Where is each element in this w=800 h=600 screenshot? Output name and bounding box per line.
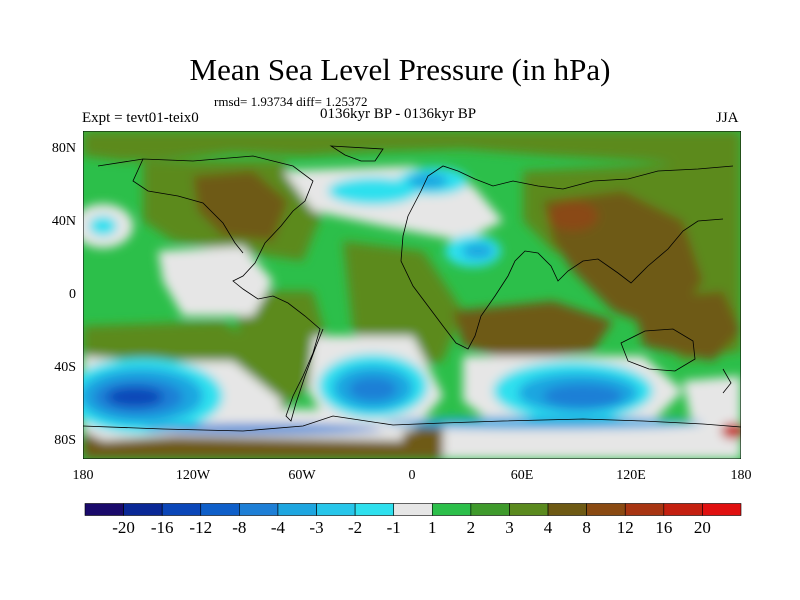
lat-label-40s: 40S (54, 360, 76, 375)
lon-label-120e: 120E (616, 468, 646, 483)
eurasia-africa-south-coast (400, 215, 724, 350)
colorbar-label: 12 (616, 518, 634, 537)
colorbar-swatch (393, 503, 433, 516)
lon-label-180-left: 180 (72, 468, 94, 483)
lon-label-0: 0 (408, 468, 416, 483)
lon-label-60w: 60W (288, 468, 316, 483)
colorbar-swatch (663, 503, 703, 516)
stats-label: rmsd= 1.93734 diff= 1.25372 (214, 94, 368, 109)
lon-label-180-right: 180 (730, 468, 752, 483)
colorbar-label: 16 (655, 518, 673, 537)
colorbar-swatch (239, 503, 279, 516)
tasman-white (683, 376, 741, 431)
east-pacific-white (158, 246, 273, 316)
americas-coast (97, 155, 324, 422)
colorbar-swatch (624, 503, 665, 516)
colorbar-label: -12 (189, 518, 213, 537)
colorbar-swatch (316, 503, 356, 516)
colorbar-label: -4 (270, 518, 286, 537)
colorbar-swatch (354, 503, 395, 516)
antarctic-coast-low (383, 417, 703, 429)
colorbar-label: 8 (582, 518, 591, 537)
australia-coast (620, 328, 696, 372)
new-zealand-coast (722, 368, 732, 394)
colorbar-label: -1 (386, 518, 401, 537)
colorbar-label: 2 (466, 518, 476, 537)
colorbar-label: 1 (428, 518, 437, 537)
north-atlantic-low-outer (328, 177, 418, 205)
colorbar-label: -8 (232, 518, 247, 537)
anomaly-field (83, 131, 741, 459)
indian-ocean-brown (453, 301, 613, 361)
lon-label-60e: 60E (510, 468, 534, 483)
colorbar-swatch (431, 503, 472, 516)
colorbar-swatch (702, 503, 742, 516)
lon-label-120w: 120W (175, 468, 211, 483)
colorbar-swatch (123, 503, 163, 516)
southern-indian-low-core (543, 384, 623, 408)
colorbar-label: 4 (543, 518, 553, 537)
colorbar-label: -20 (112, 518, 135, 537)
experiment-label: Expt = tevt01-teix0 (82, 110, 199, 126)
colorbar-swatch (470, 503, 510, 516)
west-pacific-low (89, 216, 117, 236)
antarctic-white (443, 421, 741, 459)
coastlines (83, 145, 741, 432)
greenland-coast (329, 145, 384, 162)
lat-label-40n: 40N (51, 214, 76, 229)
antarctica-coast (83, 415, 741, 432)
pressure-map (83, 131, 741, 459)
map-title: Mean Sea Level Pressure (in hPa) (189, 52, 611, 87)
australia-brown (633, 291, 741, 361)
north-america-west-coast (132, 158, 244, 254)
period-label: 0136kyr BP - 0136kyr BP (320, 106, 477, 122)
colorbar-swatch (509, 503, 549, 516)
arctic-olive (83, 131, 741, 171)
north-america-brown (193, 171, 288, 241)
colorbar-swatch (277, 503, 317, 516)
europe-low-core (408, 173, 448, 189)
lat-label-80s: 80S (54, 433, 76, 448)
colorbar-swatch (200, 503, 240, 516)
south-atlantic-low-core (349, 377, 397, 401)
colorbar-swatch (586, 503, 626, 516)
colorbar-label: -3 (309, 518, 324, 537)
colorbar-label: -2 (348, 518, 363, 537)
colorbar-label: 20 (693, 518, 711, 537)
colorbar-swatch (547, 503, 587, 516)
season-label: JJA (716, 110, 739, 126)
south-pacific-low-core (107, 387, 163, 407)
central-asia-high (548, 201, 598, 231)
colorbar-label: -16 (150, 518, 174, 537)
eurasia-north-coast (407, 165, 734, 217)
colorbar (84, 503, 742, 516)
mideast-low-core (462, 243, 494, 259)
lat-label-80n: 80N (51, 141, 76, 156)
lat-label-0: 0 (69, 287, 76, 302)
colorbar-swatch (84, 503, 124, 516)
colorbar-swatch (161, 503, 202, 516)
colorbar-label: 3 (505, 518, 514, 537)
